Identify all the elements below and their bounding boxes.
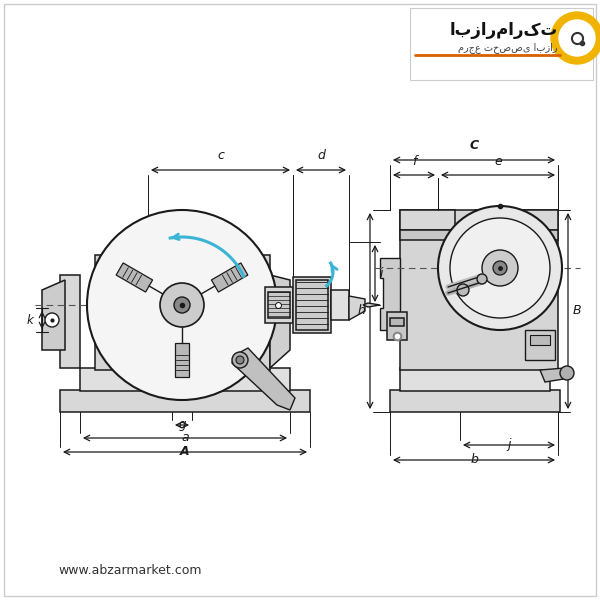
- Bar: [400, 210, 455, 230]
- Circle shape: [236, 356, 244, 364]
- Text: c: c: [217, 149, 224, 162]
- Text: ابزارمارکت: ابزارمارکت: [450, 21, 558, 39]
- Circle shape: [160, 283, 204, 327]
- Polygon shape: [232, 348, 295, 410]
- Circle shape: [477, 274, 487, 284]
- Bar: [400, 368, 550, 391]
- Text: C: C: [469, 139, 479, 152]
- Circle shape: [232, 352, 248, 368]
- Bar: [475, 210, 558, 230]
- Bar: [265, 287, 293, 323]
- Polygon shape: [270, 275, 290, 368]
- Bar: [390, 318, 404, 326]
- Polygon shape: [116, 263, 152, 292]
- Bar: [293, 277, 331, 333]
- Circle shape: [45, 313, 59, 327]
- Bar: [95, 255, 270, 370]
- Circle shape: [174, 297, 190, 313]
- Polygon shape: [540, 368, 570, 382]
- Circle shape: [450, 218, 550, 318]
- Text: k: k: [26, 313, 34, 326]
- Bar: [387, 312, 407, 340]
- Circle shape: [438, 206, 562, 330]
- Circle shape: [560, 366, 574, 380]
- Circle shape: [551, 12, 600, 64]
- Polygon shape: [42, 280, 65, 350]
- Text: e: e: [494, 155, 502, 168]
- Circle shape: [482, 250, 518, 286]
- Text: i: i: [380, 267, 383, 280]
- Bar: [530, 335, 550, 345]
- Text: a: a: [181, 431, 189, 444]
- Bar: [410, 8, 593, 80]
- Text: www.abzarmarket.com: www.abzarmarket.com: [58, 563, 202, 577]
- Bar: [525, 330, 555, 360]
- Bar: [400, 210, 558, 370]
- Circle shape: [493, 261, 507, 275]
- Polygon shape: [175, 343, 189, 377]
- Text: b: b: [470, 453, 478, 466]
- Polygon shape: [380, 258, 400, 330]
- Polygon shape: [60, 275, 80, 368]
- Text: B: B: [573, 304, 581, 317]
- Polygon shape: [349, 296, 365, 320]
- Bar: [331, 290, 349, 320]
- Text: مرجع تخصصی ابزار: مرجع تخصصی ابزار: [458, 43, 558, 53]
- Text: h: h: [357, 304, 365, 317]
- Text: g: g: [178, 418, 186, 431]
- Circle shape: [559, 20, 595, 56]
- Bar: [390, 390, 560, 412]
- Bar: [60, 390, 310, 412]
- Text: f: f: [412, 155, 416, 168]
- Polygon shape: [211, 263, 248, 292]
- Bar: [296, 280, 328, 330]
- Polygon shape: [363, 303, 380, 307]
- Text: d: d: [317, 149, 325, 162]
- Bar: [268, 292, 290, 318]
- Text: j: j: [507, 438, 511, 451]
- Bar: [148, 242, 218, 260]
- Bar: [400, 230, 558, 240]
- Bar: [80, 368, 290, 391]
- Text: A: A: [180, 445, 190, 458]
- Circle shape: [457, 284, 469, 296]
- Circle shape: [87, 210, 277, 400]
